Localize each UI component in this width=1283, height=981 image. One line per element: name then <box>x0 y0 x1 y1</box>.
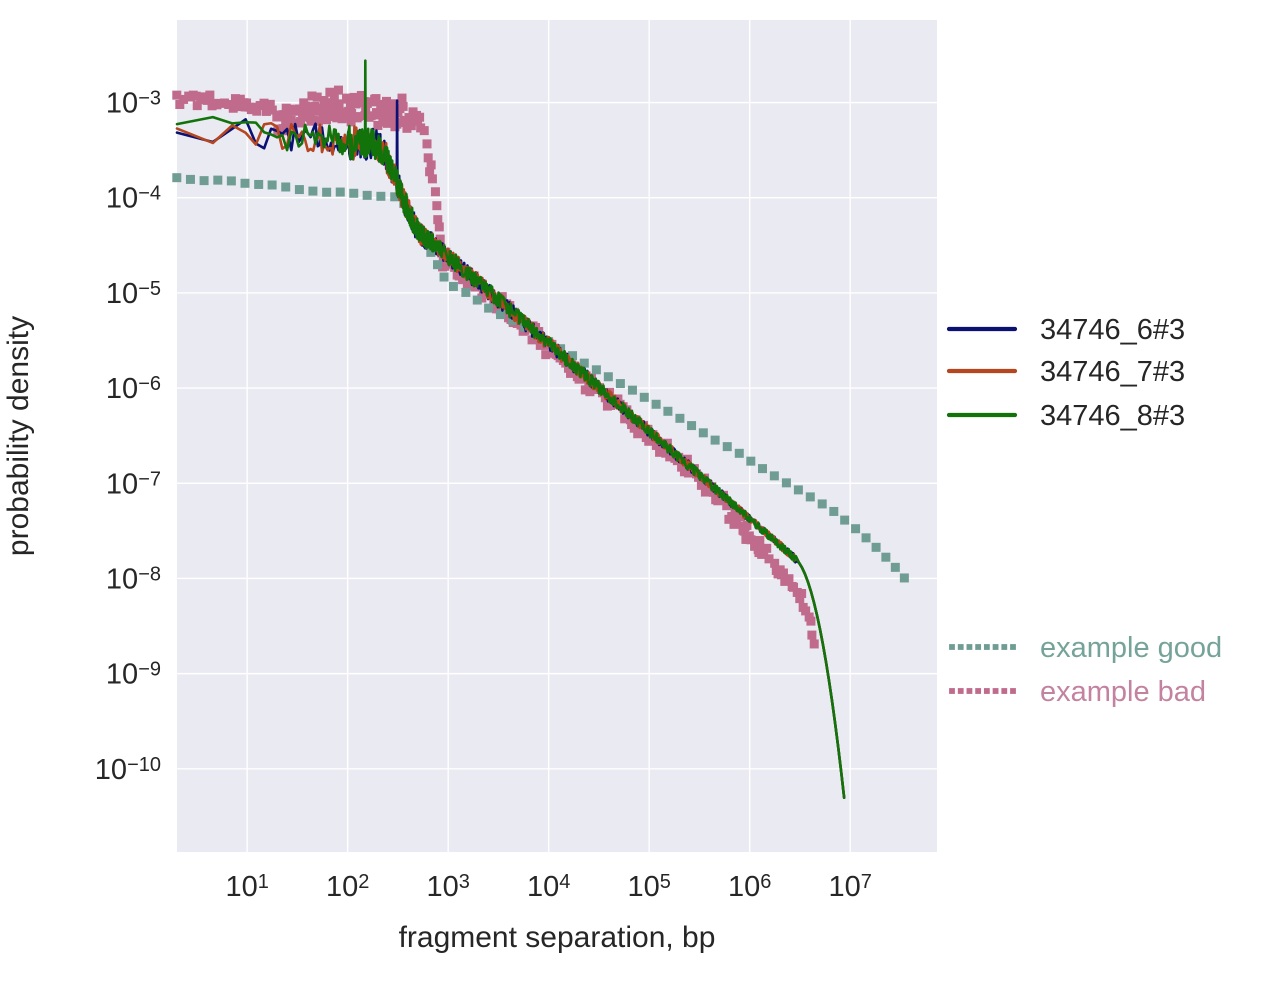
svg-text:fragment separation, bp: fragment separation, bp <box>399 921 716 954</box>
svg-text:103: 103 <box>426 871 469 903</box>
svg-text:probability density: probability density <box>2 316 35 556</box>
svg-text:10−8: 10−8 <box>106 563 161 595</box>
svg-text:102: 102 <box>326 871 369 903</box>
svg-text:10−4: 10−4 <box>106 183 161 215</box>
svg-text:34746_7#3: 34746_7#3 <box>1040 356 1185 388</box>
svg-text:10−9: 10−9 <box>106 659 161 691</box>
svg-text:101: 101 <box>225 871 268 903</box>
svg-text:example bad: example bad <box>1040 676 1206 708</box>
svg-text:34746_8#3: 34746_8#3 <box>1040 400 1185 432</box>
svg-text:10−5: 10−5 <box>106 278 161 310</box>
svg-text:106: 106 <box>728 871 771 903</box>
svg-text:107: 107 <box>828 871 871 903</box>
svg-text:10−6: 10−6 <box>106 373 161 405</box>
svg-text:104: 104 <box>527 871 570 903</box>
svg-text:10−3: 10−3 <box>106 88 161 120</box>
svg-text:105: 105 <box>627 871 670 903</box>
svg-text:example good: example good <box>1040 632 1222 664</box>
svg-text:10−10: 10−10 <box>95 754 161 786</box>
svg-text:10−7: 10−7 <box>106 468 161 500</box>
svg-text:34746_6#3: 34746_6#3 <box>1040 314 1185 346</box>
